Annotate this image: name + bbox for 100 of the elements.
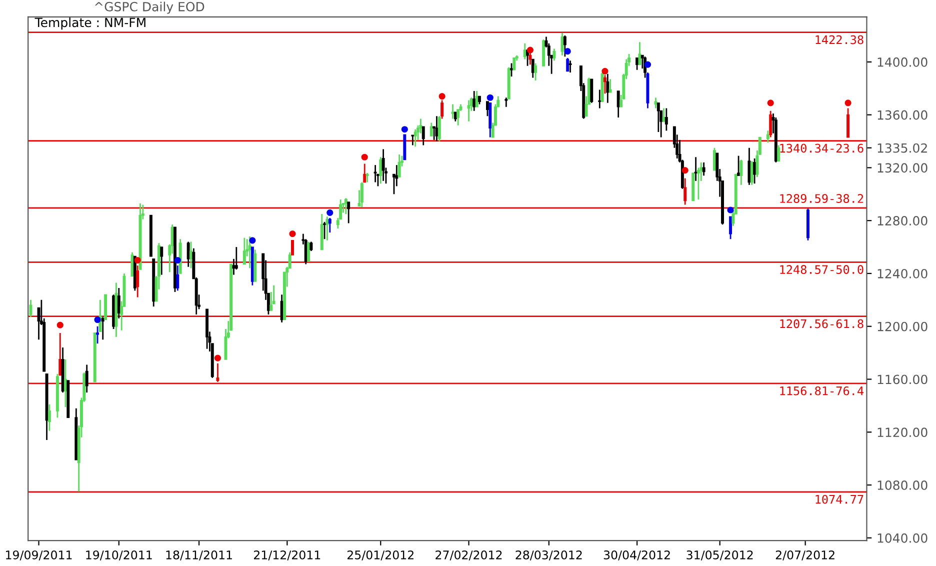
candlestick	[422, 126, 425, 146]
candlestick	[512, 58, 516, 70]
candlestick	[379, 156, 382, 184]
candlestick	[531, 58, 534, 78]
point	[526, 46, 534, 54]
candlestick	[58, 332, 62, 376]
x-tick-label: 31/05/2012	[686, 550, 753, 560]
candlestick	[486, 100, 489, 117]
y-tick-label: 1400.00	[878, 57, 928, 67]
candlestick	[590, 78, 594, 104]
x-tick-label: 30/04/2012	[604, 550, 670, 560]
x-tick-label: 2/07/2012	[776, 550, 834, 560]
candlestick	[328, 217, 332, 234]
point	[249, 237, 256, 244]
candlestick	[360, 182, 364, 208]
candlestick	[475, 90, 478, 108]
candlestick	[374, 164, 377, 183]
candlestick	[568, 60, 572, 74]
candlestick	[769, 110, 772, 138]
ref-line-label: 1074.77	[816, 494, 864, 504]
y-tick-label: 1280.00	[878, 216, 928, 226]
point	[326, 209, 334, 216]
candlestick	[411, 134, 414, 146]
y-tick-label: 1320.00	[878, 163, 928, 173]
candlestick	[616, 90, 620, 118]
x-tick-label: 25/01/2012	[347, 550, 414, 560]
point	[174, 256, 181, 264]
ref-line-label: 1156.81-76.4	[780, 386, 864, 396]
candlestick	[382, 148, 385, 182]
candlestick	[310, 241, 313, 252]
candlestick	[608, 78, 612, 94]
candlestick	[117, 287, 120, 320]
candlestick	[85, 364, 88, 394]
candlestick	[566, 57, 570, 72]
candlestick	[702, 162, 706, 176]
candlestick	[684, 178, 687, 206]
candlestick	[326, 216, 329, 242]
point	[56, 322, 64, 328]
candlestick	[638, 41, 642, 66]
x-tick-label: 18/11/2011	[166, 550, 232, 560]
candlestick	[430, 122, 433, 137]
ref-line-label: 1422.38	[816, 35, 864, 44]
candlestick	[777, 144, 780, 162]
candlestick	[654, 96, 658, 109]
candlestick	[136, 264, 140, 298]
y-tick-label: 1240.00	[878, 268, 928, 278]
ref-line-label: 1289.59-38.2	[780, 194, 864, 203]
candlestick	[563, 34, 566, 58]
y-tick-label: 1040.00	[878, 533, 928, 543]
candlestick	[307, 241, 310, 262]
chart-subtitle: Template : NM-FM	[34, 18, 146, 30]
point	[767, 100, 774, 106]
candlestick	[846, 108, 850, 138]
candlestick	[662, 108, 666, 122]
candlestick	[96, 326, 100, 344]
candlestick	[534, 62, 538, 82]
y-tick-label: 1200.00	[878, 322, 928, 332]
point	[214, 354, 222, 362]
candlestick	[101, 316, 104, 340]
ref-line-label: 1248.57-50.0	[780, 265, 864, 274]
point	[289, 230, 296, 238]
point	[94, 316, 101, 324]
x-tick-label: 27/02/2012	[436, 550, 502, 560]
candlestick	[504, 96, 508, 108]
chart-title: ^GSPC Daily EOD	[94, 2, 204, 14]
x-tick-label: 28/03/2012	[516, 550, 582, 560]
point	[438, 93, 446, 100]
point	[486, 94, 494, 101]
y-tick-label: 1120.00	[878, 428, 928, 438]
x-tick-label: 19/10/2011	[86, 550, 152, 560]
candlestick	[740, 159, 743, 186]
point	[401, 126, 408, 133]
candlestick	[737, 155, 740, 176]
x-tick-label: 21/12/2011	[254, 550, 320, 560]
candlestick	[606, 73, 610, 104]
point	[644, 61, 652, 68]
candlestick	[467, 100, 470, 122]
point	[564, 48, 571, 55]
candlestick	[366, 172, 369, 183]
candlestick	[186, 241, 190, 268]
candlestick	[598, 89, 602, 109]
candlestick	[272, 284, 276, 305]
candlestick	[523, 42, 526, 60]
candlestick	[176, 264, 180, 292]
point	[682, 167, 688, 174]
candlestick	[748, 147, 751, 186]
candlestick	[190, 241, 192, 269]
candlestick	[435, 115, 438, 142]
candlestick	[438, 115, 441, 142]
candlestick	[160, 246, 164, 276]
candlestick	[398, 154, 401, 178]
candlestick	[347, 201, 350, 224]
candlestick	[472, 90, 476, 112]
candlestick	[414, 128, 417, 148]
ref-line-label: 1207.56-61.8	[780, 319, 864, 328]
candlestick	[750, 160, 754, 186]
point	[602, 68, 608, 74]
y-tick-label: 1080.00	[878, 480, 928, 490]
candlestick	[729, 216, 732, 240]
candlestick	[48, 404, 51, 432]
